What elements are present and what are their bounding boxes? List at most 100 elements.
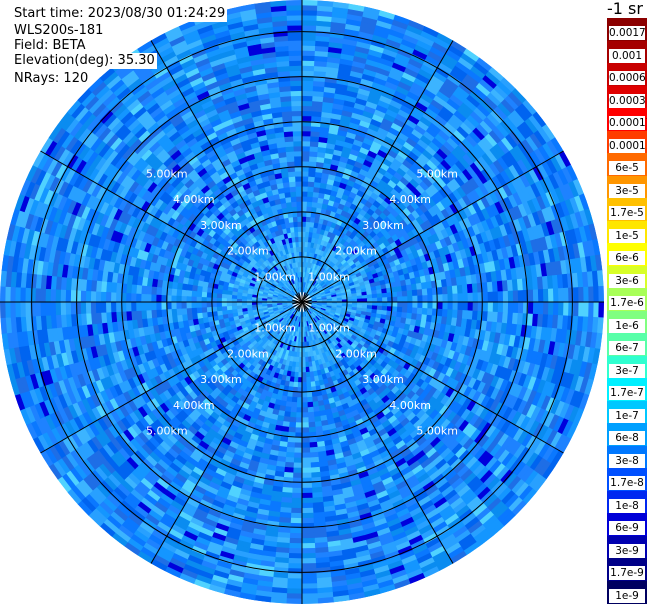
heatmap-cell (301, 412, 309, 419)
heatmap-cell (301, 527, 315, 534)
heatmap-cell (407, 301, 414, 309)
heatmap-cell (293, 447, 303, 454)
heatmap-cell (301, 392, 308, 398)
heatmap-cell (382, 297, 388, 303)
heatmap-cell (502, 301, 509, 314)
heatmap-cell (507, 290, 514, 303)
heatmap-cell (309, 451, 319, 459)
heatmap-cell (310, 381, 316, 388)
heatmap-cell (289, 532, 303, 539)
heatmap-cell (467, 301, 474, 312)
heatmap-cell (301, 487, 313, 494)
heatmap-cell (366, 297, 373, 303)
heatmap-cell (512, 290, 519, 303)
heatmap-cell (311, 391, 318, 398)
heatmap-cell (291, 396, 298, 403)
heatmap-cell (361, 294, 368, 300)
heatmap-cell (305, 371, 311, 378)
heatmap-cell (301, 221, 307, 227)
heatmap-cell (301, 407, 309, 414)
heatmap-cell (301, 90, 314, 97)
heatmap-cell (583, 286, 590, 303)
heatmap-cell (552, 301, 560, 316)
heatmap-cell (391, 306, 398, 313)
heatmap-cell (289, 537, 303, 544)
heatmap-cell (301, 195, 308, 202)
heatmap-cell (301, 578, 318, 585)
heatmap-cell (305, 366, 310, 373)
heatmap-cell (517, 301, 524, 314)
heatmap-cell (366, 294, 373, 299)
heatmap-cell (422, 301, 429, 309)
heatmap-cell (301, 29, 317, 36)
heatmap-cell (301, 135, 312, 142)
heatmap-cell (452, 301, 459, 311)
heatmap-cell (447, 293, 454, 303)
heatmap-cell (588, 286, 595, 303)
heatmap-cell (392, 301, 398, 308)
heatmap-cell (301, 552, 316, 560)
heatmap-cell (563, 301, 570, 317)
heatmap-cell (296, 392, 303, 398)
heatmap-cell (301, 14, 318, 21)
heatmap-cell (291, 492, 303, 499)
heatmap-cell (295, 412, 303, 419)
heatmap-cell (309, 155, 318, 163)
heatmap-cell (301, 80, 314, 87)
heatmap-cell (287, 557, 303, 565)
heatmap-cell (293, 457, 303, 464)
heatmap-cell (301, 85, 314, 92)
heatmap-cell (402, 296, 409, 303)
heatmap-cell (294, 442, 303, 449)
heatmap-cell (301, 140, 311, 147)
heatmap-cell (301, 226, 307, 232)
heatmap-cell (301, 422, 309, 429)
heatmap-cell (301, 537, 315, 544)
heatmap-cell (301, 105, 313, 112)
heatmap-cell (563, 287, 570, 303)
heatmap-cell (573, 287, 580, 303)
heatmap-cell (401, 306, 408, 314)
heatmap-cell (285, 446, 295, 454)
heatmap-cell (301, 4, 318, 11)
heatmap-cell (301, 100, 313, 107)
heatmap-cell (397, 296, 404, 303)
heatmap-cell (270, 596, 287, 604)
heatmap-cell (301, 457, 311, 464)
heatmap-cell (295, 422, 303, 429)
heatmap-cell (301, 482, 313, 489)
heatmap-cell (583, 301, 590, 318)
heatmap-cell (462, 301, 469, 312)
heatmap-cell (301, 492, 313, 499)
heatmap-cell (406, 290, 413, 297)
heatmap-cell (542, 288, 549, 303)
heatmap-cell (295, 407, 303, 414)
heatmap-cell (593, 286, 600, 303)
heatmap-cell (547, 301, 555, 316)
heatmap-cell (306, 196, 314, 203)
heatmap-cell (301, 402, 308, 409)
heatmap-cell (308, 170, 317, 178)
heatmap-cell (377, 297, 383, 303)
heatmap-cell (301, 372, 307, 378)
heatmap-cell (306, 201, 313, 208)
heatmap-cell (301, 200, 308, 207)
heatmap-cell (547, 288, 555, 303)
heatmap-cell (306, 391, 313, 398)
heatmap-cell (301, 216, 307, 222)
heatmap-cell (301, 180, 309, 187)
heatmap-cell (290, 401, 298, 408)
heatmap-cell (287, 568, 303, 575)
heatmap-cell (307, 421, 316, 429)
heatmap-cell (411, 289, 418, 297)
heatmap-cell (309, 446, 319, 454)
heatmap-cell (396, 306, 403, 313)
heatmap-cell (442, 294, 449, 303)
heatmap-cell (301, 60, 315, 67)
heatmap-cell (301, 593, 318, 600)
heatmap-cell (292, 467, 303, 474)
heatmap-cell (427, 301, 434, 310)
heatmap-cell (290, 507, 303, 514)
heatmap-cell (426, 308, 434, 317)
heatmap-cell (301, 231, 307, 238)
